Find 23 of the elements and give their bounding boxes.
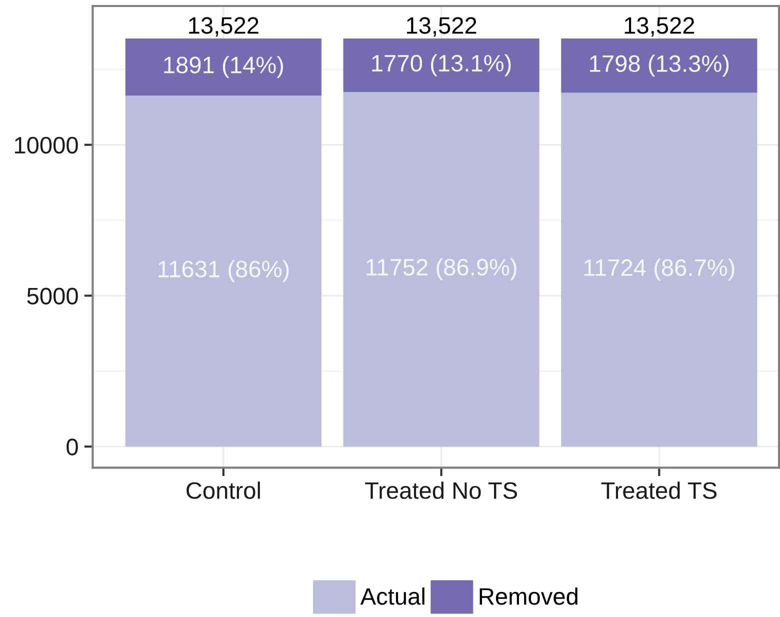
legend-label: Actual <box>360 588 424 605</box>
y-tick-label: 10000 <box>14 136 78 154</box>
bar <box>343 38 540 92</box>
bar <box>125 96 322 447</box>
bar <box>125 38 322 96</box>
total-label: 13,522 <box>406 17 476 37</box>
x-tick-label: Treated No TS <box>365 482 517 499</box>
bar <box>561 92 758 447</box>
x-tick-label: Control <box>186 482 260 499</box>
y-tick-label: 5000 <box>27 288 78 304</box>
total-label: 13,522 <box>189 17 258 37</box>
data-label: 11752 (86.9%) <box>366 258 516 280</box>
bar <box>561 38 758 93</box>
data-label: 11724 (86.7%) <box>584 258 734 281</box>
total-label: 13,522 <box>624 17 694 37</box>
data-label: 1770 (13.1%) <box>372 54 511 76</box>
data-label: 11631 (86%) <box>158 260 289 282</box>
y-tick-label: 0 <box>66 438 78 456</box>
legend-label: Removed <box>480 588 578 605</box>
data-label: 1798 (13.3%) <box>590 54 729 77</box>
x-tick-label: Treated TS <box>601 482 716 499</box>
data-label: 1891 (14%) <box>164 56 283 78</box>
bar <box>343 92 540 447</box>
